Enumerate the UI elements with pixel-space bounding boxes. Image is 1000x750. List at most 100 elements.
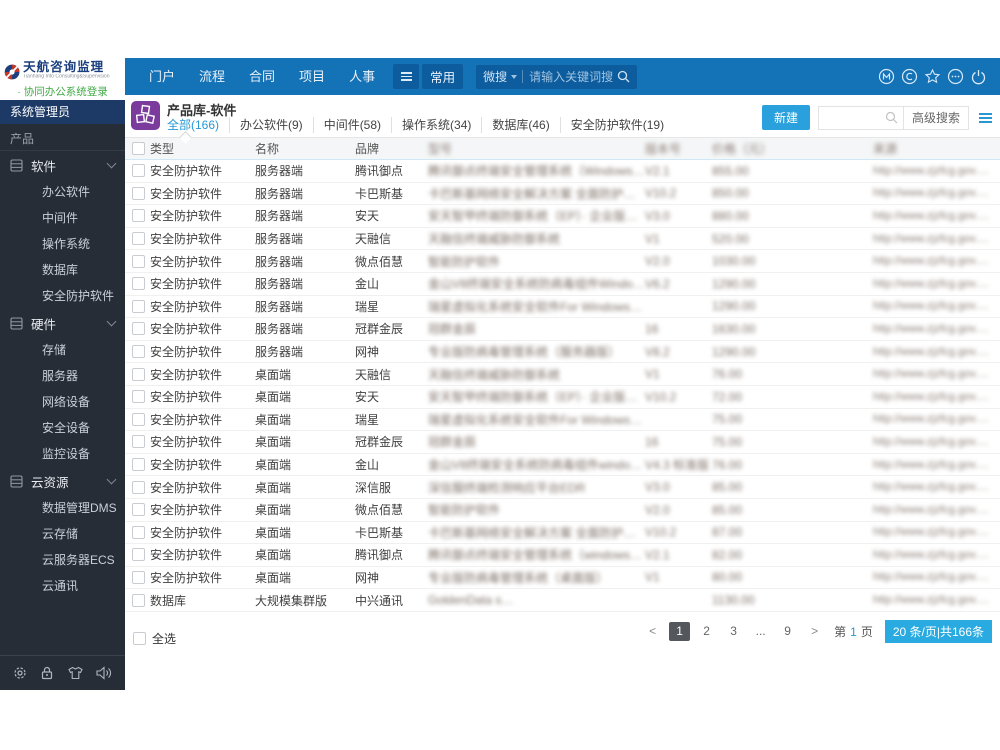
- sidebar-item[interactable]: 办公软件: [42, 185, 91, 199]
- table-search-input[interactable]: [818, 107, 885, 128]
- row-checkbox[interactable]: [132, 570, 145, 584]
- sidebar-item[interactable]: 云存储: [42, 527, 79, 541]
- page-button[interactable]: 3: [730, 623, 737, 638]
- speaker-volume-icon[interactable]: [95, 665, 113, 681]
- sidebar-group[interactable]: 云资源: [0, 467, 125, 495]
- lock-icon[interactable]: [39, 665, 55, 681]
- category-tab[interactable]: 全部(166): [167, 118, 220, 132]
- nav-item-门户[interactable]: 门户: [149, 69, 176, 84]
- sidebar-item[interactable]: 监控设备: [42, 447, 91, 461]
- column-header[interactable]: 来源: [873, 142, 898, 156]
- nav-apps-menu-icon[interactable]: [393, 64, 420, 89]
- sidebar-item[interactable]: 操作系统: [42, 237, 91, 251]
- table-row[interactable]: 安全防护软件 桌面端 微点佰慧 智能防护软件 V2.0 85.00 http:/…: [125, 498, 1000, 522]
- sidebar-item[interactable]: 安全设备: [42, 421, 91, 435]
- page-button[interactable]: 1: [669, 621, 691, 641]
- column-header[interactable]: 价格（元）: [712, 142, 773, 156]
- row-checkbox[interactable]: [132, 458, 145, 472]
- more-options-icon[interactable]: [944, 65, 967, 88]
- table-row[interactable]: 安全防护软件 服务器端 卡巴斯基 卡巴斯基网络安全解决方案 全面防护版（KES）…: [125, 182, 1000, 206]
- sidebar-group[interactable]: 硬件: [0, 309, 125, 337]
- row-checkbox[interactable]: [132, 593, 145, 607]
- page-button[interactable]: 2: [703, 623, 710, 638]
- search-icon[interactable]: [617, 70, 630, 83]
- table-row[interactable]: 安全防护软件 桌面端 天融信 天融信终端威胁防御系统 V1 76.00 http…: [125, 363, 1000, 386]
- search-engine-label[interactable]: 微搜: [483, 70, 508, 84]
- row-checkbox[interactable]: [132, 367, 145, 381]
- column-header[interactable]: 类型: [150, 142, 175, 156]
- table-row[interactable]: 安全防护软件 服务器端 天融信 天融信终端威胁防御系统 V1 520.00 ht…: [125, 227, 1000, 251]
- table-row[interactable]: 数据库 大规模集群版 中兴通讯 GoldenData s… 1130.00 ht…: [125, 589, 1000, 612]
- nav-item-人事[interactable]: 人事: [349, 69, 376, 84]
- column-header[interactable]: 名称: [255, 142, 280, 156]
- row-checkbox[interactable]: [132, 299, 145, 313]
- sidebar-group[interactable]: 软件: [0, 151, 125, 179]
- row-checkbox[interactable]: [132, 232, 145, 246]
- nav-item-流程[interactable]: 流程: [199, 69, 226, 84]
- page-button[interactable]: ...: [755, 623, 766, 638]
- table-row[interactable]: 安全防护软件 服务器端 金山 金山V8终端安全系统防病毒组件Windows服务器…: [125, 272, 1000, 296]
- table-row[interactable]: 安全防护软件 服务器端 腾讯御点 腾讯御点终端安全管理系统（Windows版） …: [125, 160, 1000, 183]
- page-size-info[interactable]: 20 条/页|共166条: [884, 619, 992, 643]
- table-row[interactable]: 安全防护软件 服务器端 冠群金辰 冠群金辰 16 1630.00 http://…: [125, 318, 1000, 341]
- sidebar-item[interactable]: 数据管理DMS: [42, 501, 117, 515]
- new-button[interactable]: 新建: [761, 105, 810, 130]
- oa-login-link[interactable]: · 协同办公系统登录: [17, 86, 108, 98]
- advanced-search-button[interactable]: 高级搜索: [902, 106, 968, 129]
- category-tab[interactable]: 数据库(46): [481, 117, 559, 133]
- nav-item-合同[interactable]: 合同: [249, 69, 276, 84]
- row-checkbox[interactable]: [132, 186, 145, 200]
- row-checkbox[interactable]: [132, 548, 145, 562]
- sidebar-role-header[interactable]: 系统管理员: [0, 100, 125, 124]
- column-header[interactable]: 型号: [428, 142, 453, 156]
- table-row[interactable]: 安全防护软件 服务器端 瑞星 瑞星虚拟化系统安全软件For Windows版 ·…: [125, 295, 1000, 319]
- row-checkbox[interactable]: [132, 254, 145, 268]
- select-all[interactable]: 全选: [133, 630, 176, 647]
- sidebar-item[interactable]: 云服务器ECS: [42, 553, 115, 567]
- table-row[interactable]: 安全防护软件 服务器端 网神 专业版防病毒管理系统（服务器版） V8.2 129…: [125, 340, 1000, 364]
- row-checkbox[interactable]: [132, 209, 145, 223]
- page-button[interactable]: 9: [784, 623, 791, 638]
- category-tab[interactable]: 中间件(58): [312, 117, 391, 133]
- nav-item-项目[interactable]: 项目: [299, 69, 326, 84]
- search-placeholder[interactable]: 请输入关键词搜索: [529, 70, 614, 84]
- table-row[interactable]: 安全防护软件 服务器端 安天 安天智甲终端防御系统（EP）· 企业版防病毒模块 …: [125, 205, 1000, 228]
- column-header[interactable]: 版本号: [645, 142, 682, 156]
- page-button[interactable]: >: [811, 623, 819, 638]
- row-checkbox[interactable]: [132, 164, 145, 178]
- row-checkbox[interactable]: [132, 412, 145, 426]
- row-checkbox[interactable]: [132, 480, 145, 494]
- list-view-icon[interactable]: [979, 111, 992, 125]
- table-row[interactable]: 安全防护软件 桌面端 瑞星 瑞星虚拟化系统安全软件For Windows版 · …: [125, 408, 1000, 432]
- page-button[interactable]: <: [649, 623, 657, 638]
- table-row[interactable]: 安全防护软件 桌面端 深信服 深信服终端检测响应平台EDR V3.0 85.00…: [125, 476, 1000, 499]
- search-icon[interactable]: [885, 111, 903, 124]
- current-page-number[interactable]: 1: [850, 624, 857, 639]
- select-all-checkbox[interactable]: [133, 631, 146, 645]
- favorites-star-icon[interactable]: [921, 65, 944, 88]
- theme-shirt-icon[interactable]: [67, 665, 84, 681]
- message-icon[interactable]: [898, 65, 921, 88]
- table-row[interactable]: 安全防护软件 桌面端 腾讯御点 腾讯御点终端安全管理系统（windows版）V2…: [125, 544, 1000, 567]
- row-checkbox[interactable]: [132, 525, 145, 539]
- sidebar-item[interactable]: 安全防护软件: [42, 289, 115, 303]
- column-header[interactable]: 品牌: [355, 142, 380, 156]
- table-row[interactable]: 安全防护软件 桌面端 冠群金辰 冠群金辰 16 75.00 http://www…: [125, 431, 1000, 454]
- sidebar-item[interactable]: 网络设备: [42, 395, 91, 409]
- global-search[interactable]: 微搜 请输入关键词搜索: [476, 64, 638, 89]
- table-row[interactable]: 安全防护软件 桌面端 卡巴斯基 卡巴斯基网络安全解决方案 全面防护版（KES）·…: [125, 521, 1000, 545]
- row-checkbox[interactable]: [132, 277, 145, 291]
- row-checkbox[interactable]: [132, 435, 145, 449]
- settings-gear-icon[interactable]: [12, 665, 28, 681]
- category-tab[interactable]: 安全防护软件(19): [559, 117, 674, 133]
- sidebar-item[interactable]: 服务器: [42, 369, 79, 383]
- power-logout-icon[interactable]: [967, 65, 990, 88]
- header-checkbox[interactable]: [132, 142, 145, 155]
- sidebar-item[interactable]: 中间件: [42, 211, 79, 225]
- table-row[interactable]: 安全防护软件 桌面端 安天 安天智甲终端防御系统（EP）· 企业版防病毒模块 V…: [125, 385, 1000, 409]
- sidebar-item[interactable]: 数据库: [42, 263, 79, 277]
- category-tab[interactable]: 办公软件(9): [229, 117, 313, 133]
- row-checkbox[interactable]: [132, 503, 145, 517]
- table-row[interactable]: 安全防护软件 桌面端 网神 专业版防病毒管理系统（桌面版） V1 80.00 h…: [125, 566, 1000, 590]
- row-checkbox[interactable]: [132, 322, 145, 336]
